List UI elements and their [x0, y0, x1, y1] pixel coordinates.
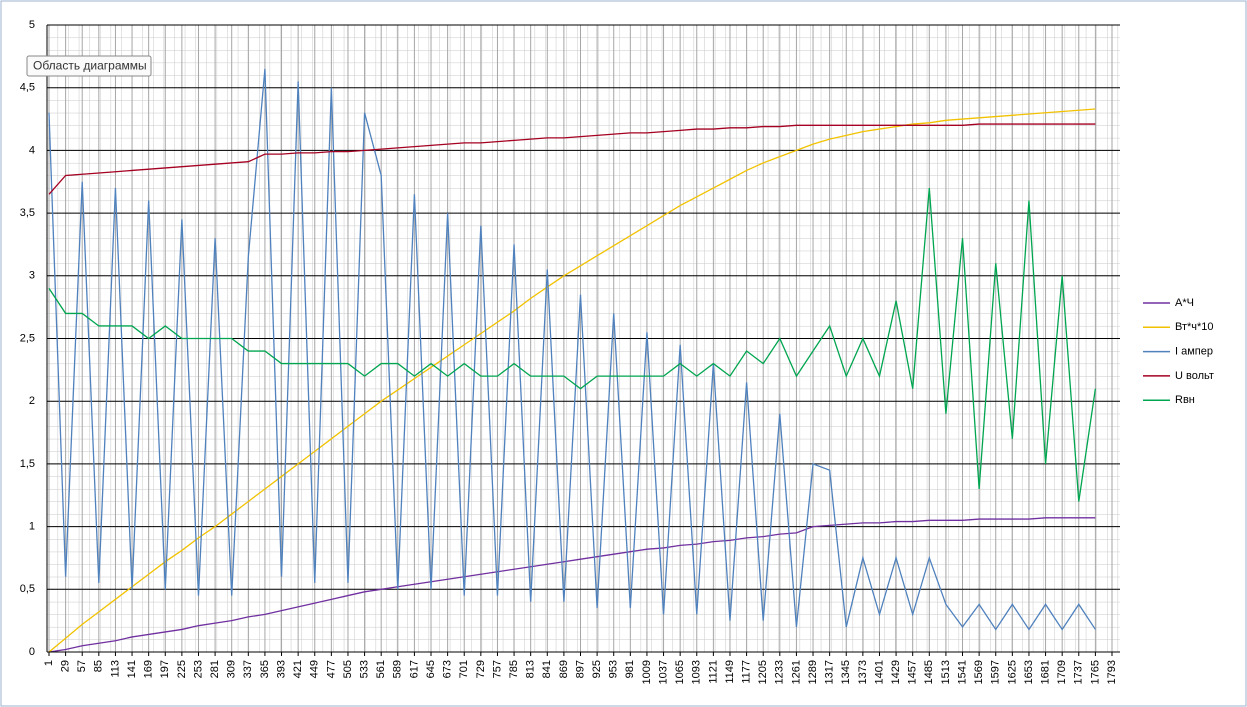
axes: 1 29 57 85 113 141 169 197 225 253 281 309 337 365 393… [20, 19, 1120, 684]
x-tick-label: 1345 [840, 660, 852, 684]
x-tick-label: 1289 [807, 660, 819, 684]
x-tick-label: 1233 [774, 660, 786, 684]
series-line [48, 187, 1097, 502]
y-tick-label: 3,5 [20, 207, 35, 219]
x-tick-label: 1121 [707, 660, 719, 684]
x-tick-label: 113 [109, 660, 121, 678]
y-tick-label: 2,5 [20, 332, 35, 344]
x-tick-label: 393 [275, 660, 287, 678]
series-line [48, 123, 1096, 195]
x-tick-label: 1065 [674, 660, 686, 684]
x-tick-label: 1093 [691, 660, 703, 684]
x-tick-label: 169 [143, 660, 155, 678]
x-tick-label: 645 [425, 660, 437, 678]
x-tick-label: 897 [574, 660, 586, 678]
x-tick-label: 421 [292, 660, 304, 678]
legend-label: Rвн [1175, 394, 1195, 406]
tooltip-box [26, 55, 152, 77]
x-tick-label: 869 [558, 660, 570, 678]
series-line [48, 68, 1096, 631]
x-tick-label: 981 [624, 660, 636, 678]
x-tick-label: 785 [508, 660, 520, 678]
x-tick-label: 1653 [1023, 660, 1035, 684]
x-tick-label: 57 [76, 660, 88, 672]
y-tick-label: 4,5 [20, 82, 35, 94]
x-tick-label: 589 [392, 660, 404, 678]
plot-area [48, 68, 1097, 653]
x-tick-label: 85 [93, 660, 105, 672]
legend-label: А*Ч [1175, 297, 1194, 309]
series-line [48, 517, 1096, 653]
x-tick-label: 225 [176, 660, 188, 678]
x-tick-label: 841 [541, 660, 553, 678]
x-tick-label: 1793 [1106, 660, 1118, 684]
x-tick-label: 505 [342, 660, 354, 678]
x-tick-label: 561 [375, 660, 387, 678]
x-tick-label: 1037 [657, 660, 669, 684]
x-tick-label: 309 [226, 660, 238, 678]
x-tick-label: 1709 [1056, 660, 1068, 684]
x-tick-label: 1401 [873, 660, 885, 684]
x-tick-label: 533 [358, 660, 370, 678]
legend: А*Ч Вт*ч*10 I ампер U вольт Rвн [1143, 297, 1214, 406]
x-tick-label: 1177 [741, 660, 753, 684]
x-tick-label: 337 [242, 660, 254, 678]
x-tick-label: 953 [608, 660, 620, 678]
x-tick-label: 1429 [890, 660, 902, 684]
legend-label: Вт*ч*10 [1175, 321, 1214, 333]
x-tick-label: 449 [309, 660, 321, 678]
x-tick-label: 197 [159, 660, 171, 678]
x-tick-label: 729 [475, 660, 487, 678]
x-tick-label: 925 [591, 660, 603, 678]
y-tick-label: 0,5 [20, 583, 35, 595]
x-tick-label: 617 [408, 660, 420, 678]
x-tick-label: 1317 [824, 660, 836, 684]
y-tick-label: 1 [29, 521, 35, 533]
x-tick-label: 1681 [1039, 660, 1051, 684]
x-tick-label: 1457 [907, 660, 919, 684]
x-tick-label: 1485 [923, 660, 935, 684]
x-tick-label: 1625 [1006, 660, 1018, 684]
y-tick-label: 2 [29, 395, 35, 407]
y-tick-label: 0 [29, 646, 35, 658]
x-tick-label: 701 [458, 660, 470, 678]
x-tick-label: 141 [126, 660, 138, 678]
y-tick-label: 5 [29, 19, 35, 31]
x-tick-label: 813 [525, 660, 537, 678]
x-tick-label: 365 [259, 660, 271, 678]
tooltip: Область диаграммы [26, 55, 152, 77]
x-tick-label: 1597 [990, 660, 1002, 684]
x-tick-label: 477 [325, 660, 337, 678]
series-line [48, 108, 1096, 653]
legend-label: I ампер [1175, 346, 1213, 358]
x-tick-label: 1373 [857, 660, 869, 684]
x-tick-label: 253 [192, 660, 204, 678]
x-tick-label: 1205 [757, 660, 769, 684]
x-tick-label: 1009 [641, 660, 653, 684]
tooltip-text: Область диаграммы [33, 59, 147, 73]
x-tick-label: 673 [442, 660, 454, 678]
x-tick-label: 1541 [956, 660, 968, 684]
y-tick-label: 3 [29, 270, 35, 282]
x-tick-label: 1 [43, 660, 55, 666]
x-tick-label: 1765 [1089, 660, 1101, 684]
x-tick-label: 29 [60, 660, 72, 672]
x-tick-label: 1149 [724, 660, 736, 684]
x-tick-label: 1261 [790, 660, 802, 684]
legend-label: U вольт [1175, 370, 1214, 382]
x-tick-label: 1513 [940, 660, 952, 684]
x-tick-label: 1569 [973, 660, 985, 684]
y-tick-label: 4 [29, 144, 35, 156]
y-tick-label: 1,5 [20, 458, 35, 470]
x-tick-label: 757 [491, 660, 503, 678]
x-tick-label: 1737 [1073, 660, 1085, 684]
x-tick-label: 281 [209, 660, 221, 678]
